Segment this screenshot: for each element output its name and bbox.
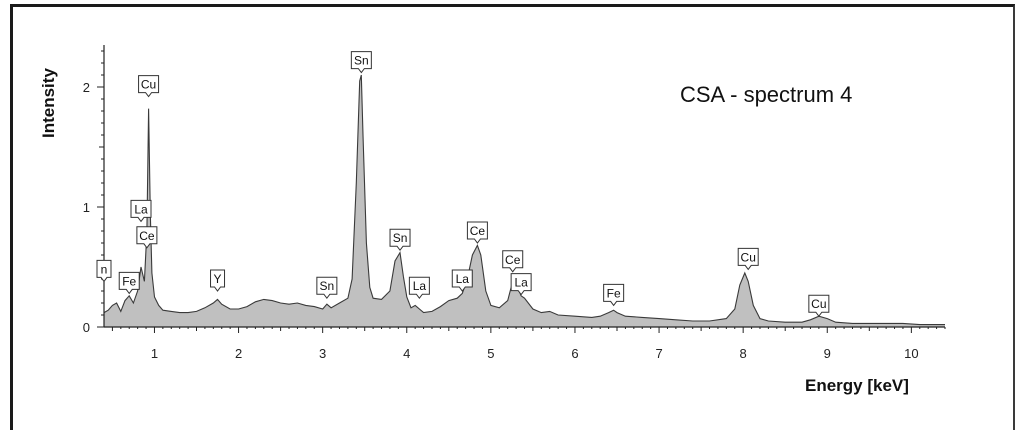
peak-label-box bbox=[350, 51, 372, 74]
y-tick-label: 1 bbox=[83, 200, 90, 215]
x-tick-label: 9 bbox=[824, 346, 831, 361]
peak-label-text: Sn bbox=[354, 54, 369, 68]
peak-label-box bbox=[510, 273, 532, 296]
peak-labels-layer: n Fe La Ce Cu Y Sn Sn Sn La La Ce Ce La Fe Cu Cu bbox=[96, 51, 830, 318]
peak-label-box bbox=[389, 228, 411, 252]
peak-label: Fe bbox=[118, 271, 140, 295]
peak-label-text: Y bbox=[214, 272, 222, 286]
x-tick-label: 4 bbox=[403, 346, 410, 361]
spectrum-line bbox=[103, 74, 945, 326]
x-tick-label: 6 bbox=[571, 346, 578, 361]
chart-frame bbox=[10, 4, 1015, 430]
peak-label-text: La bbox=[514, 276, 528, 290]
peak-label-box bbox=[451, 269, 473, 292]
x-tick-label: 2 bbox=[235, 346, 242, 361]
x-axis-title: Energy [keV] bbox=[805, 376, 909, 395]
x-tick-label: 10 bbox=[904, 346, 918, 361]
peak-label-box bbox=[210, 269, 226, 292]
peak-label-text: Sn bbox=[393, 231, 408, 245]
y-axis-title: Intensity bbox=[39, 68, 58, 138]
peak-label-box bbox=[96, 259, 112, 283]
peak-label-text: Ce bbox=[505, 253, 521, 267]
peak-label-box bbox=[502, 250, 524, 273]
peak-label: Sn bbox=[389, 228, 411, 252]
peak-label: Cu bbox=[808, 294, 830, 318]
peak-label: Cu bbox=[138, 75, 160, 98]
peak-label: La bbox=[408, 276, 430, 300]
peak-label: Fe bbox=[603, 283, 625, 307]
peak-label-text: Fe bbox=[122, 274, 136, 288]
peak-label: Ce bbox=[502, 250, 524, 273]
spectrum-layer bbox=[103, 74, 945, 327]
peak-label-box bbox=[136, 226, 158, 249]
peak-label-text: Sn bbox=[320, 279, 335, 293]
peak-label-box bbox=[737, 247, 759, 271]
peak-label-text: La bbox=[134, 202, 148, 216]
peak-label: La bbox=[130, 199, 152, 223]
x-tick-label: 8 bbox=[740, 346, 747, 361]
axes-layer: 1 2 3 4 5 6 7 8 9 10 0 1 2 bbox=[83, 45, 946, 361]
peak-label-box bbox=[603, 283, 625, 307]
peak-label: Sn bbox=[316, 276, 338, 300]
peak-label-box bbox=[130, 199, 152, 223]
peak-label-text: La bbox=[456, 272, 470, 286]
peak-label: Ce bbox=[136, 226, 158, 249]
x-tick-label: 5 bbox=[487, 346, 494, 361]
peak-label-box bbox=[138, 75, 160, 98]
x-tick-label: 3 bbox=[319, 346, 326, 361]
y-tick-label: 0 bbox=[83, 320, 90, 335]
peak-label: La bbox=[451, 269, 473, 292]
peak-label-text: Ce bbox=[139, 229, 155, 243]
plot-area: 1 2 3 4 5 6 7 8 9 10 0 1 2 n Fe La Ce Cu Y Sn Sn Sn La La Ce Ce L… bbox=[83, 45, 946, 361]
peak-label-text: Cu bbox=[811, 297, 826, 311]
peak-label: Sn bbox=[350, 51, 372, 74]
peak-label-text: Ce bbox=[470, 224, 486, 238]
peak-label-text: Cu bbox=[741, 250, 756, 264]
peak-label: Y bbox=[210, 269, 226, 292]
x-tick-label: 1 bbox=[151, 346, 158, 361]
x-tick-label: 7 bbox=[655, 346, 662, 361]
peak-label-text: n bbox=[101, 262, 108, 276]
chart-title: CSA - spectrum 4 bbox=[680, 82, 852, 107]
peak-label: La bbox=[510, 273, 532, 296]
peak-label: Ce bbox=[466, 221, 488, 244]
peak-label-text: Fe bbox=[607, 286, 621, 300]
peak-label-box bbox=[316, 276, 338, 300]
peak-label-text: Cu bbox=[141, 78, 156, 92]
peak-label-box bbox=[118, 271, 140, 295]
peak-label-text: La bbox=[413, 279, 427, 293]
peak-label-box bbox=[466, 221, 488, 244]
peak-label: Cu bbox=[737, 247, 759, 271]
y-tick-label: 2 bbox=[83, 80, 90, 95]
peak-label-box bbox=[808, 294, 830, 318]
peak-label-box bbox=[408, 276, 430, 300]
peak-label: n bbox=[96, 259, 112, 283]
